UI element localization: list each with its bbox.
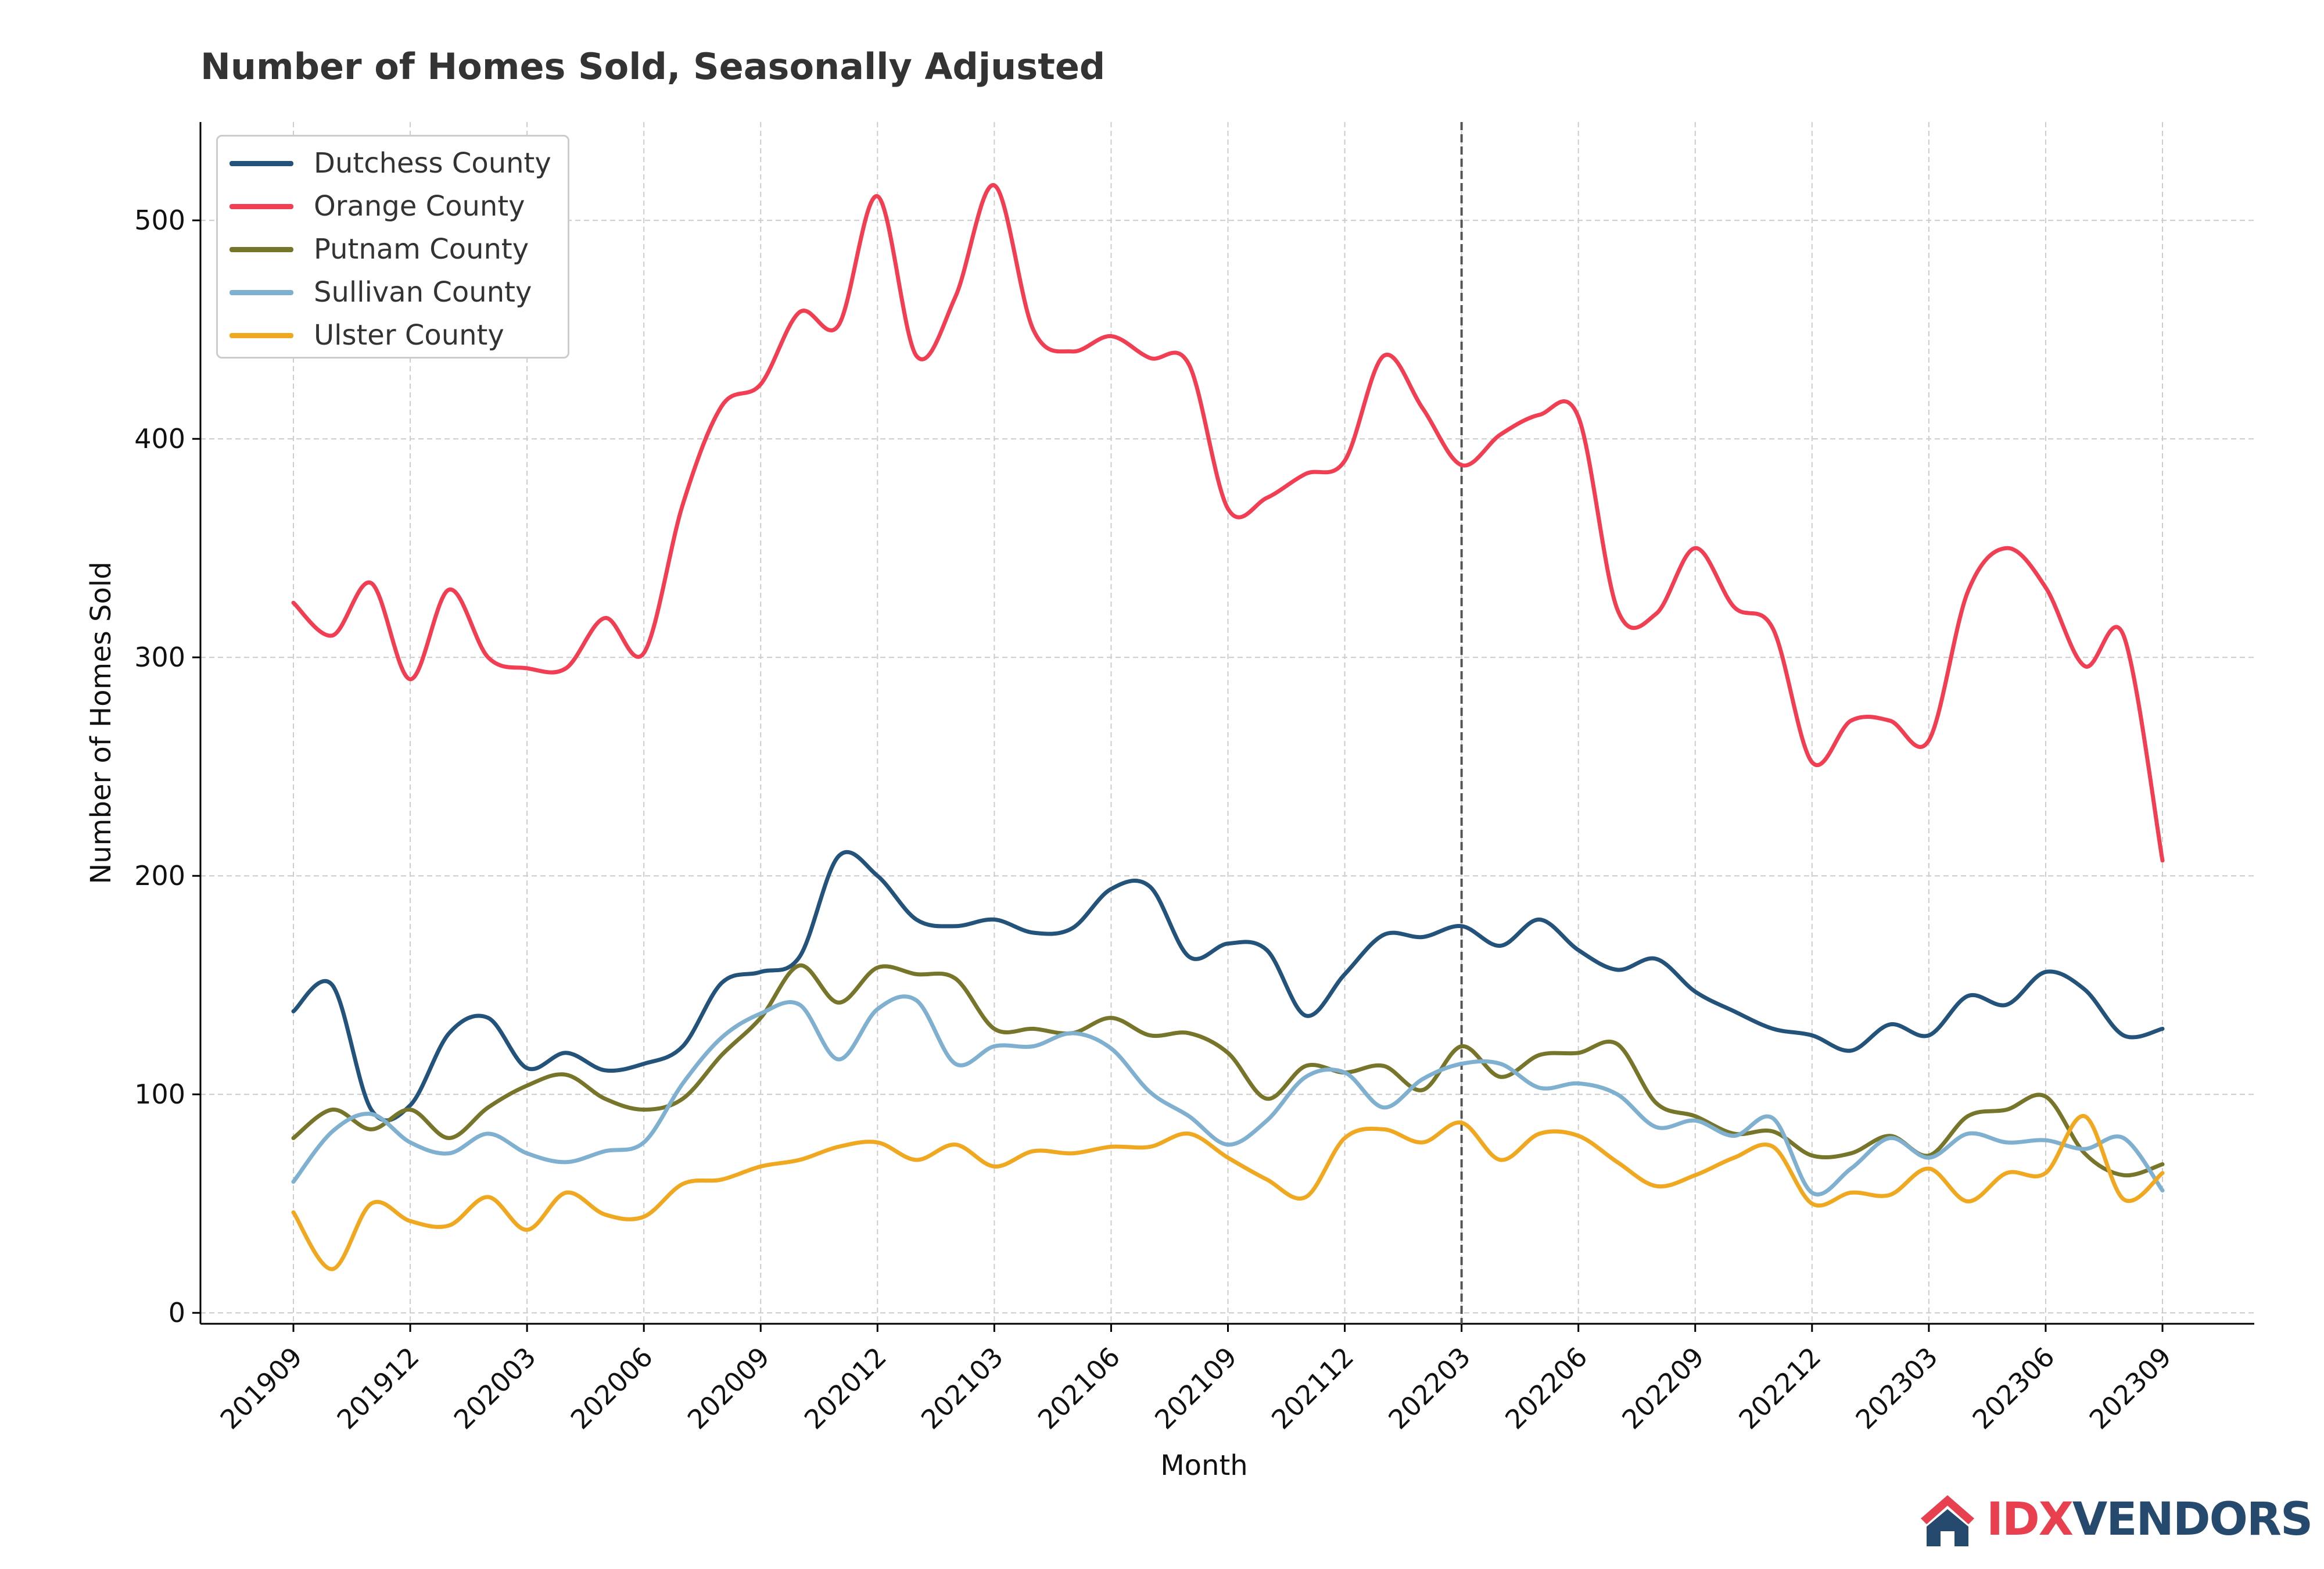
x-tick-label: 202103 [915,1341,1009,1435]
x-tick-label: 202209 [1616,1341,1710,1435]
legend-item: Orange County [229,189,525,224]
series-line-putnam-county [291,963,2165,1178]
y-tick-label: 500 [134,205,185,236]
legend-swatch [229,289,293,295]
ticks: 0 100 200 300 400 500 201909 201912 202003 202006… [134,205,2178,1435]
legend-label: Sullivan County [314,276,532,309]
series-line-sullivan-county [291,994,2165,1197]
legend: Dutchess County Orange County Putnam Count… [216,135,569,359]
legend-item: Sullivan County [229,275,532,310]
legend-label: Orange County [314,190,525,223]
x-tick-label: 202212 [1733,1341,1827,1435]
series-line-orange-county [291,183,2165,863]
legend-label: Dutchess County [314,147,551,180]
x-tick-label: 202003 [448,1341,542,1435]
x-tick-label: 202306 [1966,1341,2060,1435]
x-tick-label: 202009 [682,1341,776,1435]
x-tick-label: 202303 [1849,1341,1943,1435]
legend-label: Ulster County [314,319,504,352]
legend-swatch [229,246,293,252]
x-tick-label: 201912 [331,1341,425,1435]
x-tick-label: 202006 [565,1341,659,1435]
y-tick-label: 100 [134,1079,185,1110]
y-tick-label: 300 [134,642,185,673]
legend-swatch [229,203,293,209]
legend-item: Ulster County [229,318,504,353]
legend-item: Putnam County [229,232,529,267]
legend-swatch [229,332,293,338]
x-axis-label: Month [1160,1449,1247,1482]
axis-labels: Month Number of Homes Sold [85,561,1248,1482]
x-tick-label: 202206 [1499,1341,1593,1435]
x-tick-label: 201909 [214,1341,308,1435]
brand-logo: IDX VENDORS [1917,1488,2313,1552]
y-tick-label: 0 [168,1297,185,1328]
x-tick-label: 202309 [2083,1341,2177,1435]
x-tick-label: 202112 [1265,1341,1360,1435]
legend-item: Dutchess County [229,146,551,181]
x-tick-label: 202106 [1032,1341,1126,1435]
series-line-ulster-county [291,1114,2165,1271]
y-axis-label: Number of Homes Sold [85,561,117,884]
brand-text-vendors: VENDORS [2072,1493,2313,1546]
y-tick-label: 400 [134,423,185,454]
legend-swatch [229,160,293,166]
x-tick-label: 202012 [798,1341,892,1435]
brand-text-idx: IDX [1986,1493,2074,1546]
x-tick-label: 202109 [1149,1341,1243,1435]
legend-label: Putnam County [314,233,529,266]
chart-title: Number of Homes Sold, Seasonally Adjuste… [200,45,1106,88]
house-icon [1921,1495,1974,1546]
y-tick-label: 200 [134,860,185,891]
series-lines [291,183,2165,1271]
x-tick-label: 202203 [1382,1341,1476,1435]
series-line-dutchess-county [291,850,2165,1123]
